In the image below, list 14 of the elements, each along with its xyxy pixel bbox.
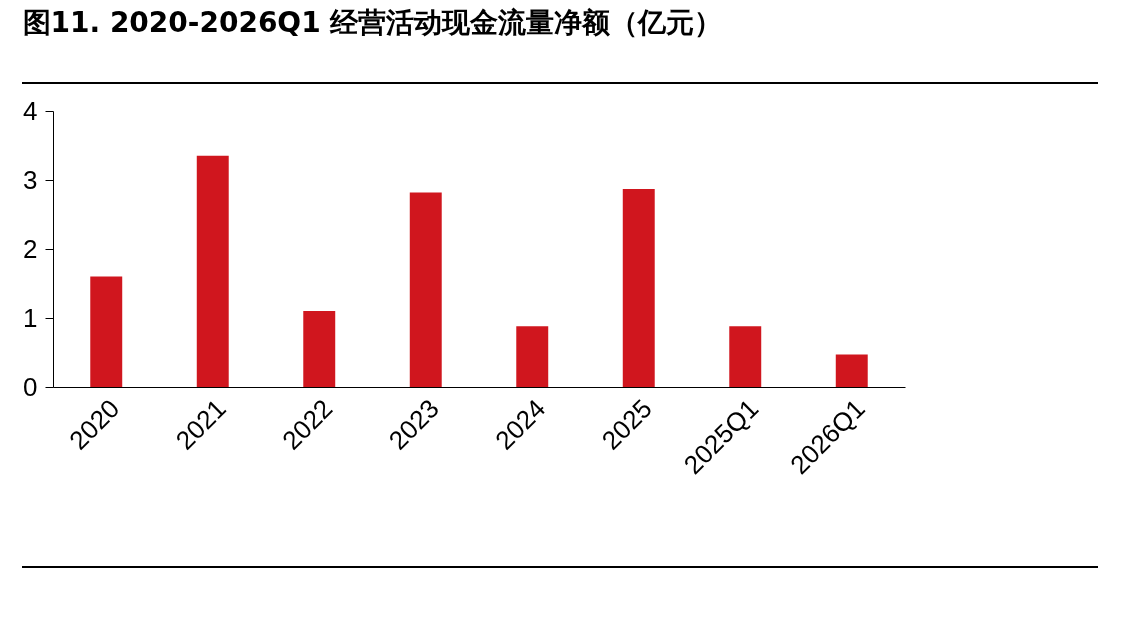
- bar: [409, 192, 442, 387]
- y-tick-label: 1: [23, 302, 38, 333]
- bar: [729, 326, 762, 387]
- y-tick-label: 2: [23, 233, 38, 264]
- bar: [196, 155, 229, 387]
- bar: [516, 326, 549, 387]
- y-tick-label: 3: [23, 164, 38, 195]
- bar: [835, 354, 868, 387]
- bar: [90, 276, 123, 387]
- bar: [303, 311, 336, 387]
- chart-title: 图11. 2020-2026Q1 经营活动现金流量净额（亿元）: [22, 6, 723, 39]
- bar: [622, 188, 655, 387]
- y-tick-label: 0: [23, 371, 38, 402]
- y-tick-label: 4: [23, 95, 38, 126]
